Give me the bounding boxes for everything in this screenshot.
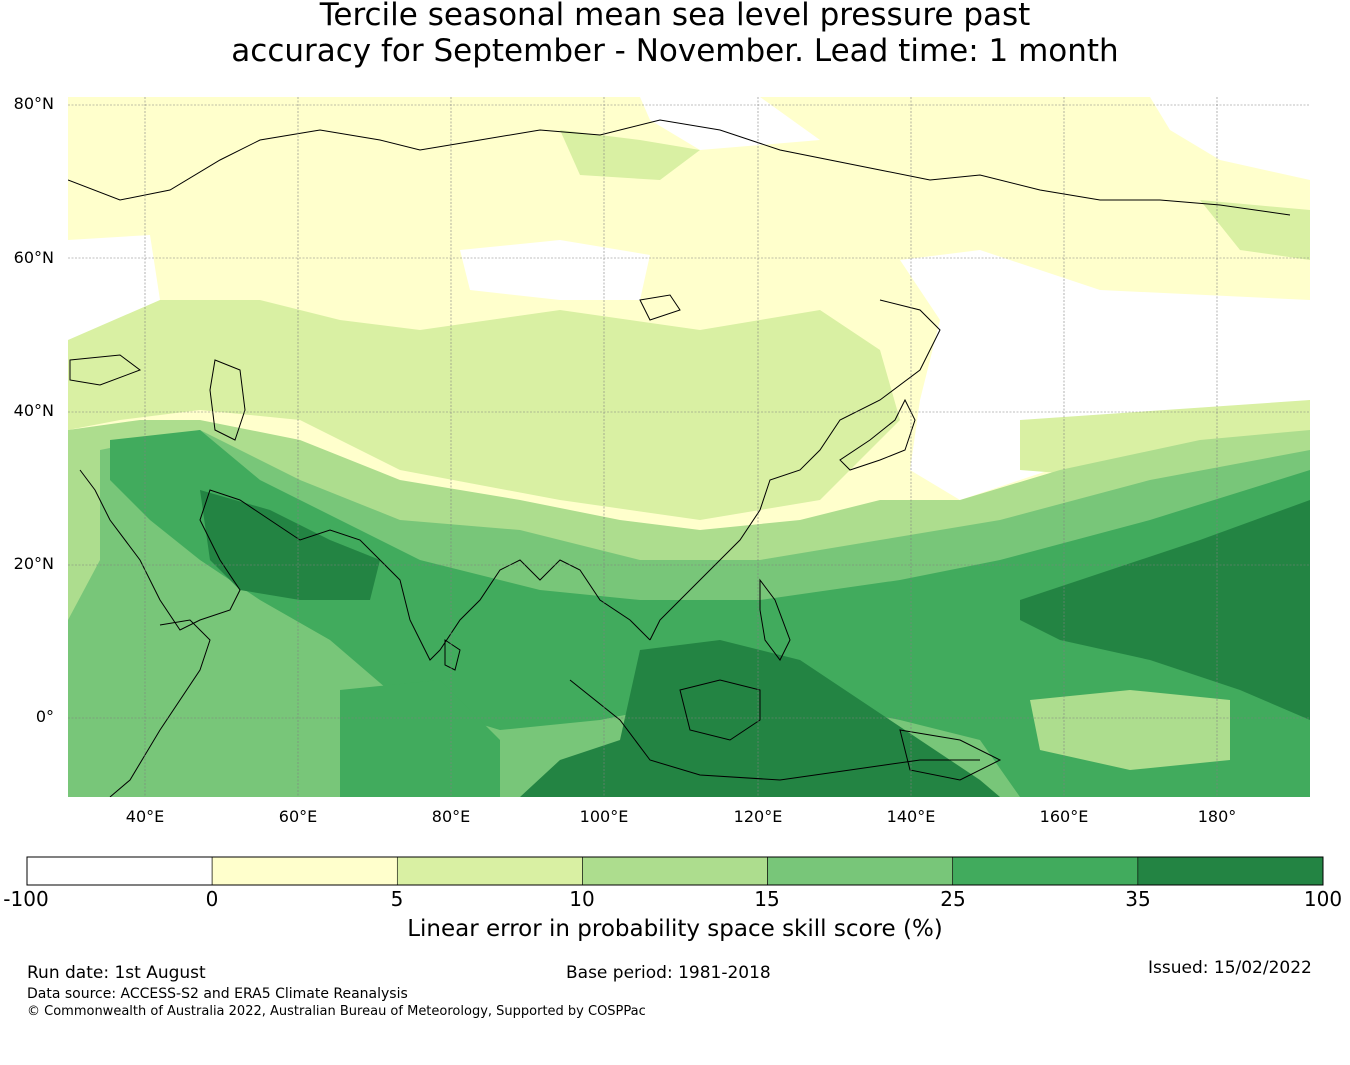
- lon-label-120e: 120°E: [733, 807, 783, 826]
- colorbar-label: Linear error in probability space skill …: [407, 916, 943, 942]
- borneo-coastline: [679, 679, 761, 741]
- copyright-text: © Commonwealth of Australia 2022, Austra…: [27, 1004, 646, 1019]
- shade-neg-central: [460, 240, 650, 300]
- colorbar-tick-35: 35: [1125, 887, 1151, 911]
- base-period-text: Base period: 1981-2018: [566, 963, 771, 983]
- coastlines: [68, 119, 1291, 797]
- colorbar-tick-15: 15: [754, 887, 780, 911]
- south-asia-coastline: [79, 469, 651, 661]
- japan-coastline: [839, 398, 916, 471]
- lat-label-80n: 80°N: [13, 94, 54, 113]
- lat-label-20n: 20°N: [13, 554, 54, 573]
- lon-label-100e: 100°E: [579, 807, 629, 826]
- lon-label-80e: 80°E: [431, 807, 471, 826]
- colorbar-tick-100: 100: [1303, 887, 1343, 911]
- colorbar-tick-5: 5: [390, 887, 404, 911]
- new-guinea-coastline: [899, 729, 1002, 781]
- shade-35-100-arabia: [200, 490, 380, 600]
- shade-5-10-north: [560, 130, 700, 180]
- issued-date-text: Issued: 15/02/2022: [1148, 958, 1312, 978]
- sri-lanka-coastline: [444, 639, 461, 671]
- lon-label-160e: 160°E: [1039, 807, 1089, 826]
- arctic-coastline: [68, 119, 1291, 216]
- shade-25-35: [110, 430, 1310, 797]
- shade-neg-arctic-east: [1150, 97, 1310, 180]
- east-africa-coastline: [109, 619, 211, 797]
- colorbar-tick-25: 25: [940, 887, 966, 911]
- lon-label-40e: 40°E: [125, 807, 165, 826]
- map-title-line-2: accuracy for September - November. Lead …: [231, 33, 1119, 69]
- lat-label-60n: 60°N: [13, 248, 54, 267]
- lat-label-0: 0°: [35, 707, 54, 726]
- gridlines: [68, 97, 1310, 797]
- colorbar-tick-10: 10: [569, 887, 595, 911]
- lat-label-40n: 40°N: [13, 401, 54, 420]
- map-title-line-1: Tercile seasonal mean sea level pressure…: [319, 0, 1031, 33]
- lon-label-180: 180°: [1197, 807, 1237, 826]
- data-source-text: Data source: ACCESS-S2 and ERA5 Climate …: [27, 986, 408, 1002]
- colorbar-tick-0: 0: [205, 887, 219, 911]
- shade-25-35-indian: [340, 680, 500, 797]
- shade-35-100-pacific: [1020, 500, 1310, 720]
- shade-10-15-south-pacific: [1030, 690, 1230, 770]
- east-asia-coastline: [649, 299, 941, 641]
- shade-5-10: [68, 300, 900, 520]
- shade-neg-north: [640, 97, 820, 150]
- shade-neg-pacific: [900, 250, 1310, 500]
- colorbar-tick-neg100: -100: [3, 887, 49, 911]
- lake-baikal-coastline: [639, 294, 681, 321]
- lon-label-60e: 60°E: [278, 807, 318, 826]
- caspian-coastline: [209, 359, 246, 441]
- black-sea-coastline: [69, 354, 142, 386]
- philippines-coastline: [759, 578, 791, 661]
- map-shading: [68, 97, 1310, 797]
- lon-label-140e: 140°E: [886, 807, 936, 826]
- run-date-text: Run date: 1st August: [27, 963, 206, 983]
- shade-5-10-ne: [1200, 200, 1310, 260]
